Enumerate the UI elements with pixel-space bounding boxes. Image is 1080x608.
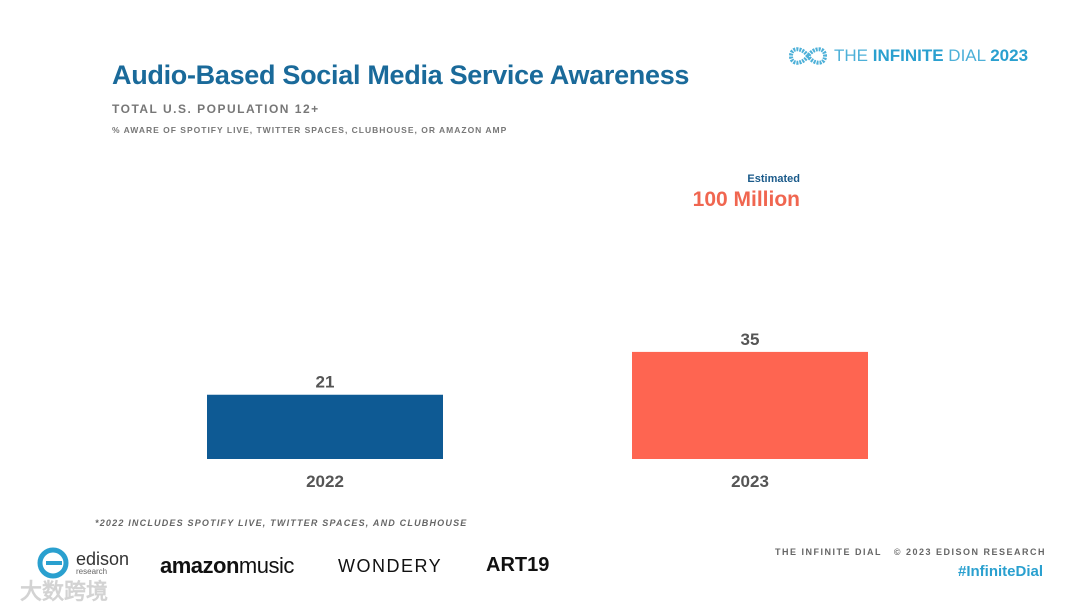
amazon-text: amazon — [160, 553, 239, 578]
subtitle-note: % AWARE OF SPOTIFY LIVE, TWITTER SPACES,… — [112, 125, 508, 135]
edison-sub: research — [76, 566, 108, 576]
estimate-label: Estimated — [747, 173, 800, 185]
footnote: *2022 INCLUDES SPOTIFY LIVE, TWITTER SPA… — [95, 518, 468, 528]
edison-text: edison — [76, 548, 130, 569]
estimate-value: 100 Million — [692, 188, 800, 211]
hashtag: #InfiniteDial — [957, 563, 1043, 580]
bar-2022 — [207, 394, 443, 459]
data-label: 35 — [741, 330, 760, 349]
copyright: THE INFINITE DIAL © 2023 EDISON RESEARCH — [774, 547, 1046, 557]
watermark: 大数跨境 — [20, 579, 109, 604]
data-label: 21 — [316, 373, 335, 392]
subtitle: TOTAL U.S. POPULATION 12+ — [112, 102, 320, 116]
infinite-dial-logo: THE INFINITE DIAL 2023 — [788, 45, 1028, 67]
edison-icon — [37, 547, 69, 579]
page-title: Audio-Based Social Media Service Awarene… — [112, 60, 690, 90]
edison-logo: edison research — [36, 545, 129, 579]
x-tick-label: 2023 — [731, 472, 769, 491]
art19-logo: ART19 — [486, 554, 550, 576]
brand-prefix: THE — [834, 46, 873, 65]
music-text: music — [238, 553, 294, 578]
infinity-icon — [788, 47, 828, 65]
bar-2023 — [632, 351, 868, 459]
brand-year: 2023 — [990, 46, 1029, 65]
x-tick-label: 2022 — [306, 472, 344, 491]
brand-suffix: DIAL — [943, 46, 986, 65]
brand-strong: INFINITE — [872, 46, 944, 65]
wondery-logo: WONDERY — [338, 556, 443, 576]
amazon-music-logo: amazonmusic — [160, 553, 294, 579]
